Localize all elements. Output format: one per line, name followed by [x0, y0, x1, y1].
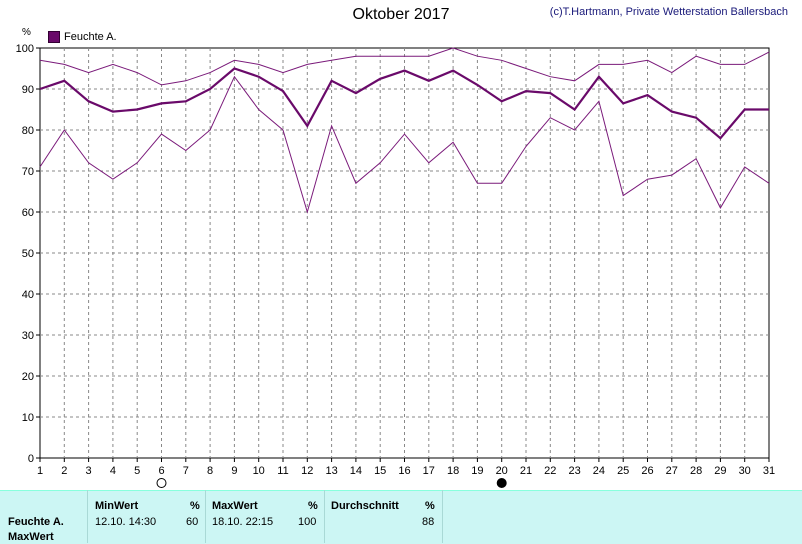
- y-tick-label: 100: [16, 43, 34, 55]
- x-tick-label: 14: [350, 465, 362, 477]
- min-unit: %: [190, 500, 200, 512]
- avg-value: 88: [422, 516, 435, 528]
- series-line-max: [39, 47, 770, 86]
- table-divider: [442, 490, 443, 543]
- table-divider: [324, 490, 325, 543]
- max-unit: %: [308, 500, 318, 512]
- y-tick-label: 50: [22, 248, 34, 260]
- x-tick-label: 31: [763, 465, 775, 477]
- row2-label: MaxWert: [8, 531, 54, 543]
- legend-swatch: [48, 31, 60, 43]
- x-tick-label: 3: [86, 465, 92, 477]
- series-line-avg: [39, 67, 769, 140]
- y-tick-label: 40: [22, 289, 34, 301]
- avg-header: Durchschnitt: [331, 500, 399, 512]
- x-tick-label: 4: [110, 465, 116, 477]
- x-tick-label: 25: [617, 465, 629, 477]
- avg-unit: %: [425, 500, 435, 512]
- x-tick-label: 17: [423, 465, 435, 477]
- x-tick-label: 8: [207, 465, 213, 477]
- min-header: MinWert: [95, 500, 139, 512]
- x-tick-label: 30: [739, 465, 751, 477]
- max-header: MaxWert: [212, 500, 258, 512]
- y-tick-label: 70: [22, 166, 34, 178]
- x-tick-label: 27: [666, 465, 678, 477]
- x-tick-label: 11: [277, 465, 288, 477]
- x-tick-label: 1: [37, 465, 43, 477]
- x-tick-label: 9: [231, 465, 237, 477]
- x-tick-label: 2: [61, 465, 67, 477]
- y-tick-label: 10: [22, 412, 34, 424]
- x-tick-label: 6: [158, 465, 164, 477]
- max-value: 100: [298, 516, 317, 528]
- x-tick-label: 5: [134, 465, 140, 477]
- x-tick-label: 19: [471, 465, 483, 477]
- y-tick-label: 60: [22, 207, 34, 219]
- x-tick-label: 22: [544, 465, 556, 477]
- legend: Feuchte A.: [48, 31, 117, 43]
- y-tick-label: 0: [28, 453, 34, 465]
- min-time: 12.10. 14:30: [95, 516, 157, 528]
- x-tick-label: 15: [374, 465, 386, 477]
- y-tick-label: 30: [22, 330, 34, 342]
- x-tick-label: 12: [301, 465, 313, 477]
- x-tick-label: 24: [593, 465, 605, 477]
- x-tick-label: 7: [183, 465, 189, 477]
- table-divider: [87, 490, 88, 543]
- x-tick-label: 28: [690, 465, 702, 477]
- x-tick-label: 29: [714, 465, 726, 477]
- series-line-min: [39, 75, 770, 214]
- y-tick-label: 80: [22, 125, 34, 137]
- moon-full-icon: [156, 478, 167, 488]
- chart-title: Oktober 2017: [352, 6, 450, 23]
- legend-label: Feuchte A.: [64, 31, 117, 43]
- stats-table: [0, 490, 802, 544]
- x-tick-label: 21: [520, 465, 532, 477]
- x-tick-label: 20: [496, 465, 508, 477]
- y-tick-label: 20: [22, 371, 34, 383]
- x-tick-label: 10: [253, 465, 265, 477]
- chart-credit: (c)T.Hartmann, Private Wetterstation Bal…: [549, 6, 788, 18]
- x-tick-label: 16: [398, 465, 410, 477]
- x-tick-label: 13: [325, 465, 337, 477]
- x-tick-label: 26: [641, 465, 653, 477]
- y-axis-unit: %: [22, 27, 31, 38]
- x-tick-label: 23: [568, 465, 580, 477]
- y-tick-label: 90: [22, 84, 34, 96]
- max-time: 18.10. 22:15: [212, 516, 274, 528]
- moon-new-icon: [496, 478, 507, 488]
- min-value: 60: [186, 516, 199, 528]
- table-divider: [205, 490, 206, 543]
- row-name: Feuchte A.: [8, 516, 64, 528]
- x-tick-label: 18: [447, 465, 459, 477]
